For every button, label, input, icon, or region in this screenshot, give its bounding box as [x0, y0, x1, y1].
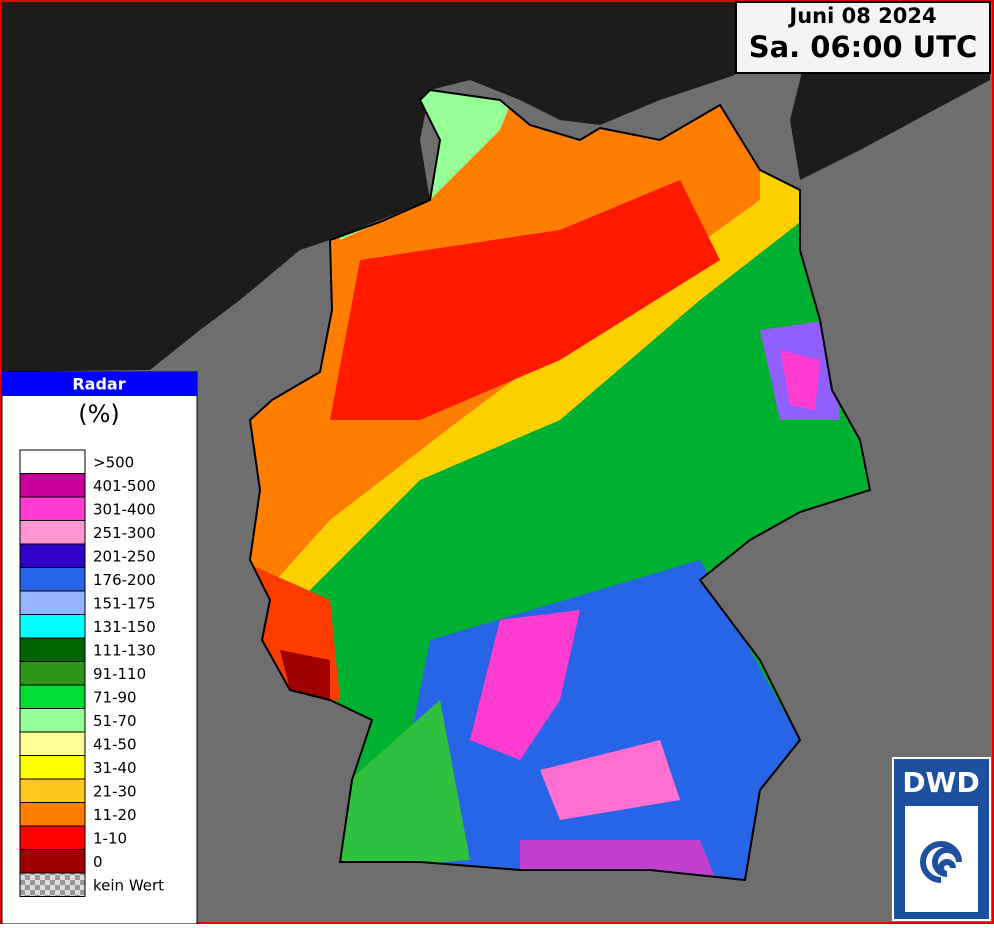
border	[248, 88, 872, 882]
legend-label: 131-150	[93, 618, 156, 636]
legend-label: 71-90	[93, 688, 137, 706]
legend-label: 51-70	[93, 712, 137, 730]
legend-swatch	[19, 872, 86, 897]
legend-label: 11-20	[93, 806, 137, 824]
sea	[0, 0, 735, 372]
legend-swatch	[19, 614, 86, 639]
legend-swatch	[19, 802, 86, 827]
legend-label: 21-30	[93, 782, 137, 800]
legend-swatch	[19, 567, 86, 592]
legend-items: >500 401-500 301-400 251-300 201-250 176-200 1…	[19, 449, 164, 897]
legend-label: 31-40	[93, 759, 137, 777]
legend-title: Radar	[72, 375, 125, 394]
legend-label: 41-50	[93, 735, 137, 753]
legend-label: 1-10	[93, 829, 127, 847]
legend-swatch	[19, 684, 86, 709]
legend-swatch	[19, 825, 86, 850]
legend-swatch	[19, 496, 86, 521]
legend-label: 301-400	[93, 500, 156, 518]
legend-label: 0	[93, 853, 103, 871]
legend-label: 251-300	[93, 524, 156, 542]
legend-label: 111-130	[93, 641, 156, 659]
logo-swirl	[920, 841, 962, 883]
legend-swatch	[19, 755, 86, 780]
logo-panel	[905, 806, 978, 912]
legend-swatch	[19, 778, 86, 803]
legend-swatch	[19, 708, 86, 733]
legend-swatch	[19, 637, 86, 662]
legend-swatch	[19, 473, 86, 498]
logo-text: DWD	[902, 766, 979, 799]
legend-swatch	[19, 849, 86, 874]
date-box	[735, 1, 991, 74]
time: Sa. 06:00 UTC	[749, 30, 978, 64]
legend-swatch	[19, 543, 86, 568]
legend-label: 176-200	[93, 571, 156, 589]
date: Juni 08 2024	[787, 4, 936, 28]
legend-header	[2, 372, 197, 396]
legend-label: 91-110	[93, 665, 146, 683]
legend-swatch	[19, 590, 86, 615]
legend-unit: (%)	[78, 400, 120, 428]
legend-label: >500	[93, 453, 134, 471]
legend-swatch	[19, 731, 86, 756]
legend-swatch	[19, 661, 86, 686]
legend-label: 401-500	[93, 477, 156, 495]
legend-swatch	[19, 449, 86, 474]
legend-swatch	[19, 520, 86, 545]
legend-label: 201-250	[93, 547, 156, 565]
legend-label: kein Wert	[93, 876, 164, 894]
legend-label: 151-175	[93, 594, 156, 612]
